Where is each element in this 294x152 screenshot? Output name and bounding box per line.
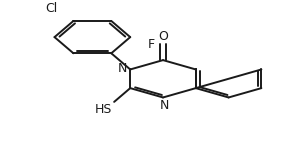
Text: N: N (117, 62, 127, 75)
Text: HS: HS (94, 103, 112, 116)
Text: F: F (148, 38, 155, 51)
Text: Cl: Cl (46, 2, 58, 15)
Text: O: O (158, 30, 168, 43)
Text: N: N (160, 99, 169, 112)
